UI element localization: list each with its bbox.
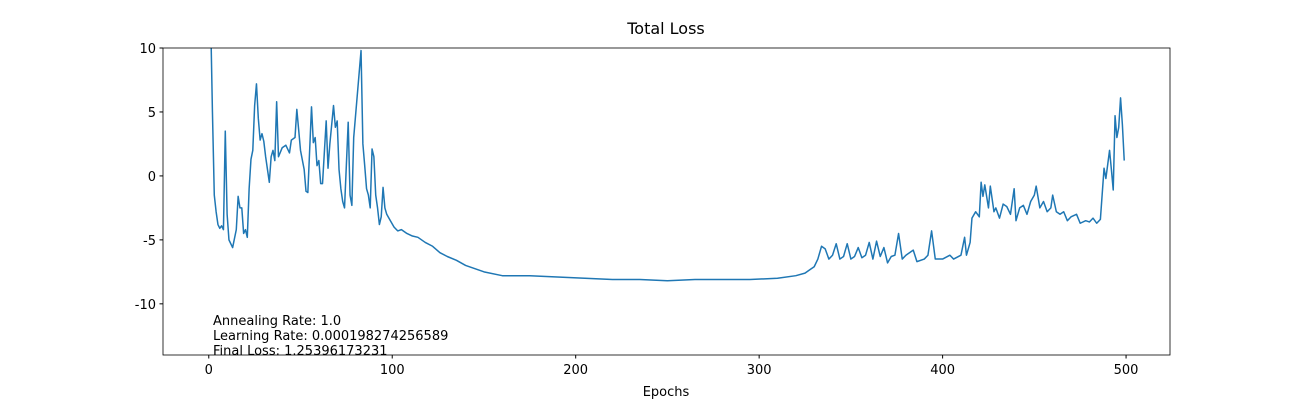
x-tick-label: 0 (205, 363, 213, 378)
x-axis-label: Epochs (643, 385, 690, 400)
annotation: Final Loss: 1.25396173231 (213, 344, 388, 359)
annotation: Learning Rate: 0.000198274256589 (213, 329, 448, 344)
x-tick-label: 100 (380, 363, 405, 378)
loss-line (210, 48, 1125, 282)
chart-title: Total Loss (626, 19, 705, 38)
x-tick-label: 300 (747, 363, 772, 378)
plot-frame (162, 47, 1171, 356)
x-tick-label: 400 (930, 363, 955, 378)
y-tick-label: -10 (135, 298, 156, 313)
x-tick-label: 200 (563, 363, 588, 378)
y-tick-label: 10 (139, 42, 156, 57)
x-tick-label: 500 (1114, 363, 1139, 378)
y-tick-label: 0 (148, 170, 156, 185)
annotation: Annealing Rate: 1.0 (213, 314, 341, 329)
y-tick-label: 5 (148, 106, 156, 121)
y-tick-label: -5 (143, 234, 156, 249)
